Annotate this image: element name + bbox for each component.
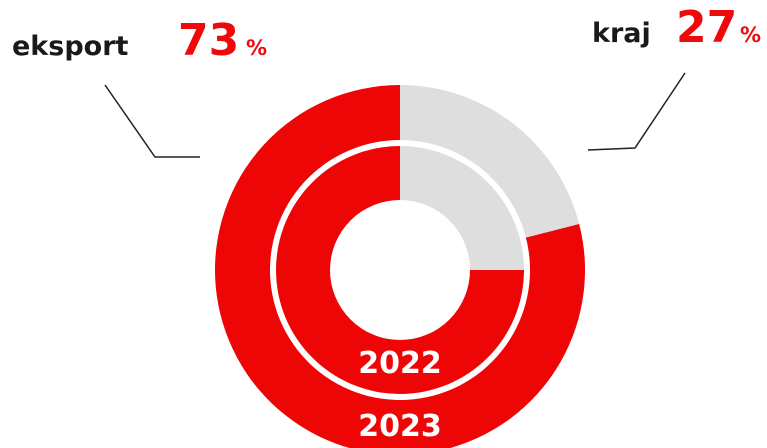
ring-segment	[400, 85, 580, 238]
value-label: 27	[676, 2, 737, 53]
leader-line	[587, 72, 686, 151]
ring-label: 2023	[358, 409, 442, 444]
leader-line	[104, 84, 200, 158]
category-label: kraj	[592, 18, 651, 49]
category-label: eksport	[12, 31, 129, 62]
ring-segment	[215, 85, 585, 448]
ring-segment	[276, 146, 524, 394]
value-label: 73	[178, 15, 239, 66]
unit-label: %	[740, 23, 761, 47]
unit-label: %	[246, 36, 267, 60]
ring-label: 2022	[358, 346, 442, 381]
rings	[215, 85, 585, 448]
ring-segment	[400, 146, 524, 270]
